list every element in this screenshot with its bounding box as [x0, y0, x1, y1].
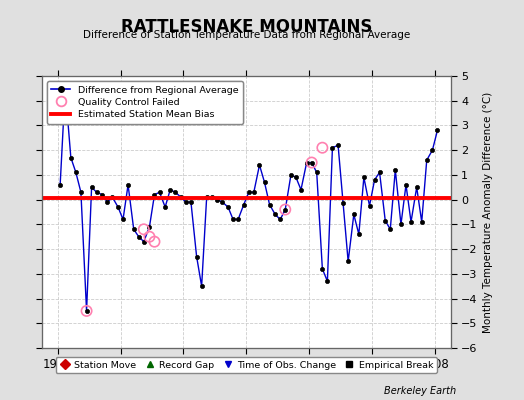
Legend: Difference from Regional Average, Quality Control Failed, Estimated Station Mean: Difference from Regional Average, Qualit… — [47, 81, 243, 124]
Y-axis label: Monthly Temperature Anomaly Difference (°C): Monthly Temperature Anomaly Difference (… — [483, 91, 493, 333]
Point — [308, 159, 316, 166]
Point — [145, 234, 154, 240]
Point — [281, 206, 289, 213]
Point — [150, 238, 159, 245]
Text: Difference of Station Temperature Data from Regional Average: Difference of Station Temperature Data f… — [83, 30, 410, 40]
Point — [139, 226, 148, 232]
Point — [318, 144, 326, 151]
Text: RATTLESNAKE MOUNTAINS: RATTLESNAKE MOUNTAINS — [121, 18, 372, 36]
Text: Berkeley Earth: Berkeley Earth — [384, 386, 456, 396]
Point — [82, 308, 91, 314]
Legend: Station Move, Record Gap, Time of Obs. Change, Empirical Break: Station Move, Record Gap, Time of Obs. C… — [56, 357, 437, 373]
